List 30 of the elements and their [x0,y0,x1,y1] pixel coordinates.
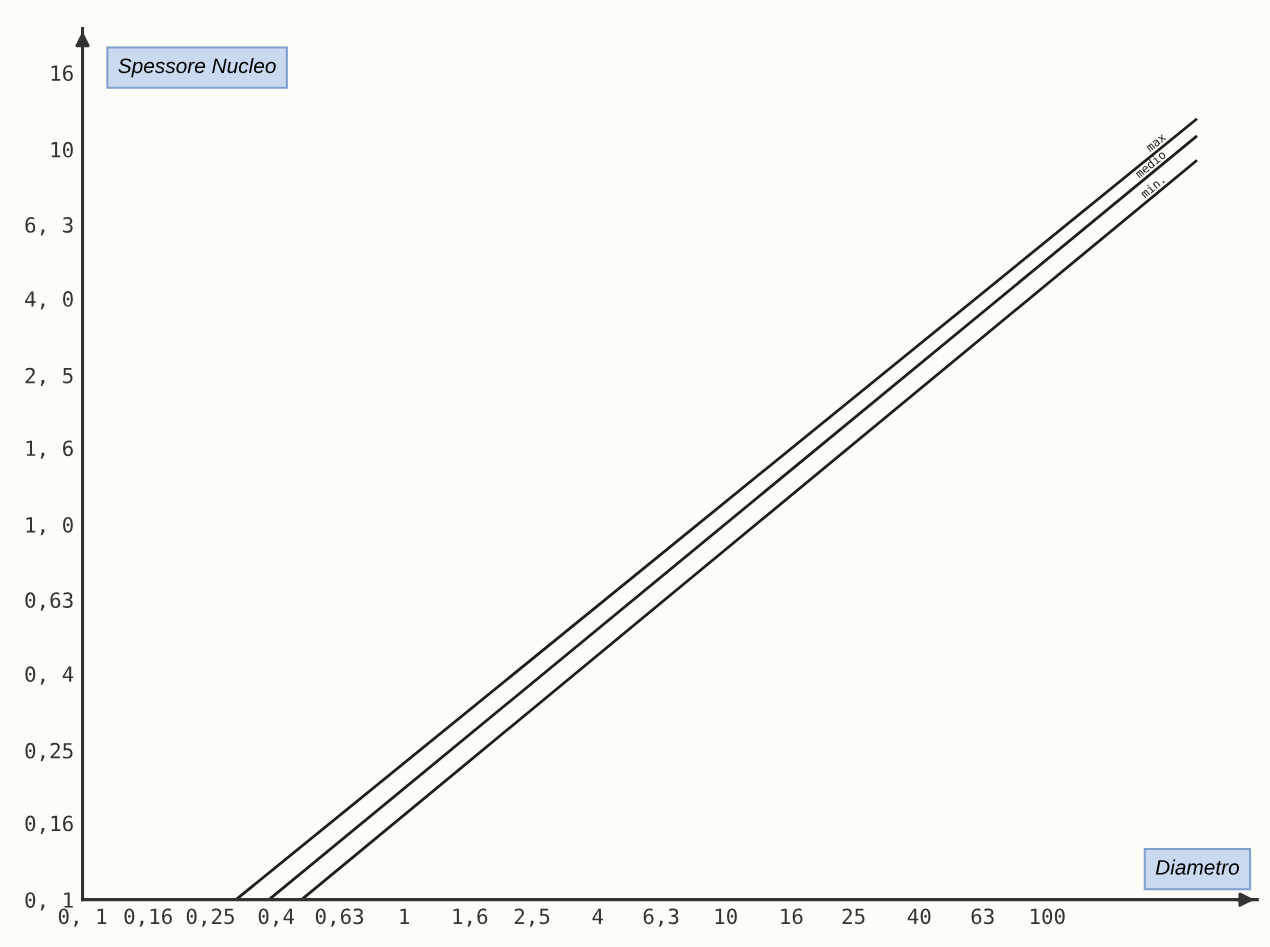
x-tick-label: 1,6 [453,908,488,927]
x-tick-label: 1 [400,908,409,924]
x-tick-label: 40 [907,908,931,925]
x-tick-label: 0,25 [186,908,234,927]
text: min. [1141,180,1165,199]
y-tick-label: 0,16 [25,815,73,834]
y-tick-label: 0, 4 [25,666,74,685]
y-tick-label: 1, 6 [26,440,73,459]
x-tick-label: 0,63 [315,908,364,927]
y-tick-label: 0,25 [25,742,73,762]
x-tick-label: 25 [842,908,865,925]
y-tick-label: 0,63 [25,592,73,611]
y-tick-label: 2, 5 [25,367,73,387]
x-tick-label: 0,16 [124,908,172,927]
x-axis-title: Diametro [1155,859,1240,875]
y-tick-label: 6, 3 [25,217,73,236]
x-tick-label: 6,3 [643,908,679,927]
x-tick-label: 2,5 [514,908,550,927]
text: max [1146,133,1167,152]
x-tick-label: 16 [781,908,803,925]
x-tick-label: 63 [971,908,994,925]
y-tick-label: 16 [51,65,73,81]
y-tick-label: 1, 0 [26,516,73,536]
x-tick-label: 10 [715,908,737,925]
x-tick-label: 0,4 [258,908,294,927]
y-tick-label: 4, 0 [25,291,73,310]
y-tick-label: 10 [51,141,73,158]
x-tick-label: 4 [592,908,603,924]
y-axis-title: Spessore Nucleo [118,57,276,78]
x-tick-label: 100 [1030,908,1065,925]
